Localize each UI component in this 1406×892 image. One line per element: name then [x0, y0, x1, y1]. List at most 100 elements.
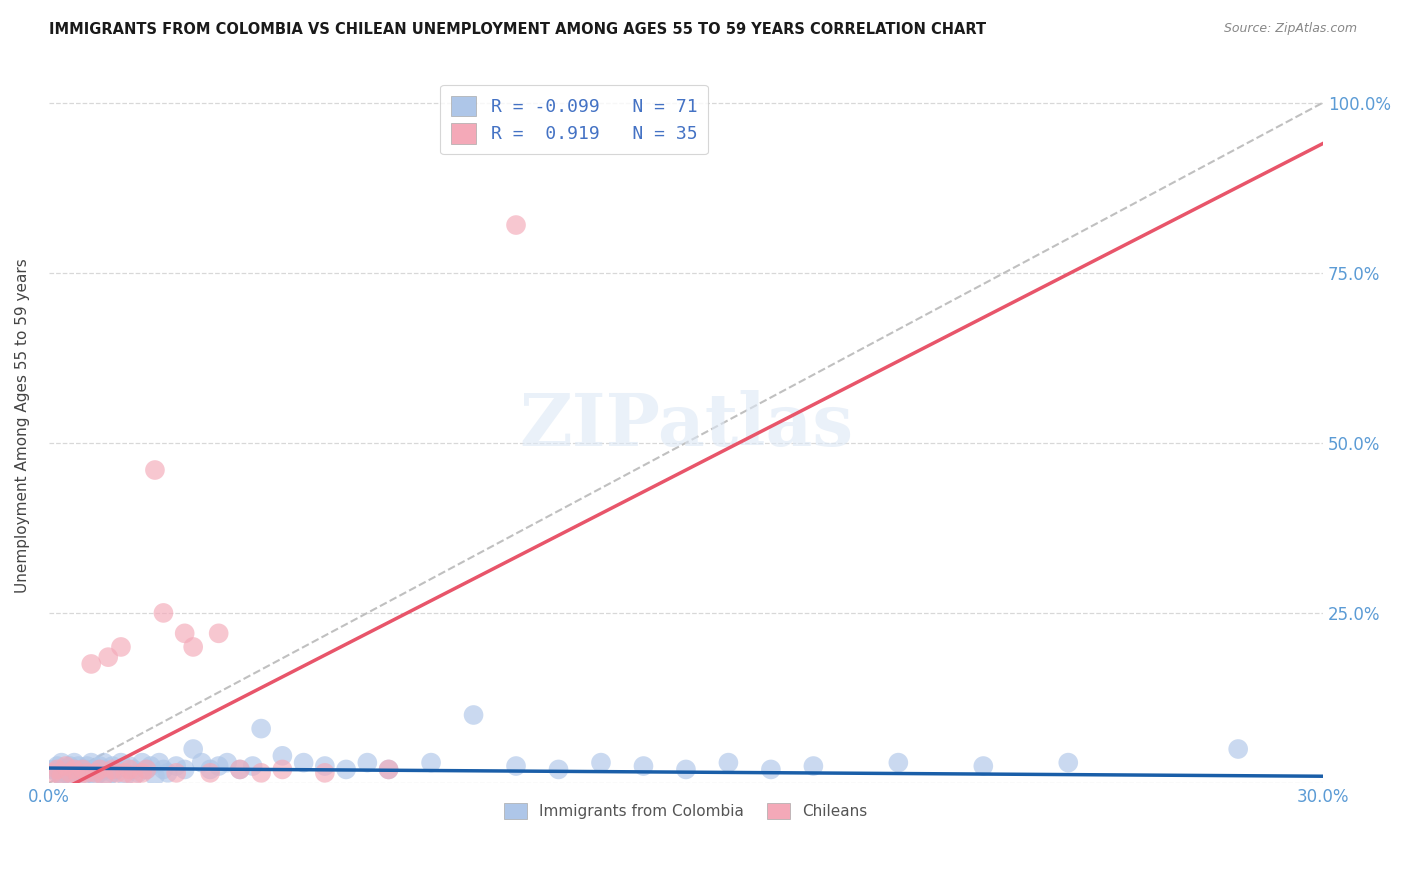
Point	[198, 765, 221, 780]
Point	[101, 763, 124, 777]
Point	[131, 765, 153, 780]
Point	[198, 763, 221, 777]
Point	[181, 640, 204, 654]
Point	[97, 769, 120, 783]
Point	[51, 769, 73, 783]
Point	[46, 765, 69, 780]
Point	[463, 708, 485, 723]
Point	[101, 759, 124, 773]
Point	[139, 759, 162, 773]
Point	[42, 763, 65, 777]
Point	[118, 763, 141, 777]
Point	[589, 756, 612, 770]
Point	[127, 765, 149, 780]
Point	[314, 759, 336, 773]
Point	[59, 765, 82, 780]
Point	[143, 769, 166, 783]
Point	[63, 763, 86, 777]
Point	[122, 769, 145, 783]
Point	[250, 722, 273, 736]
Point	[505, 759, 527, 773]
Point	[1227, 742, 1250, 756]
Point	[156, 765, 179, 780]
Point	[547, 763, 569, 777]
Point	[55, 763, 77, 777]
Point	[46, 763, 69, 777]
Legend: Immigrants from Colombia, Chileans: Immigrants from Colombia, Chileans	[498, 797, 873, 825]
Point	[84, 765, 107, 780]
Point	[208, 759, 231, 773]
Point	[242, 759, 264, 773]
Point	[505, 218, 527, 232]
Point	[93, 769, 115, 783]
Point	[76, 765, 98, 780]
Point	[377, 763, 399, 777]
Point	[97, 650, 120, 665]
Point	[292, 756, 315, 770]
Point	[314, 765, 336, 780]
Point	[55, 765, 77, 780]
Point	[190, 756, 212, 770]
Point	[335, 763, 357, 777]
Point	[72, 763, 94, 777]
Point	[122, 763, 145, 777]
Text: Source: ZipAtlas.com: Source: ZipAtlas.com	[1223, 22, 1357, 36]
Point	[46, 759, 69, 773]
Point	[118, 759, 141, 773]
Point	[135, 763, 157, 777]
Point	[887, 756, 910, 770]
Point	[51, 756, 73, 770]
Point	[59, 759, 82, 773]
Text: IMMIGRANTS FROM COLOMBIA VS CHILEAN UNEMPLOYMENT AMONG AGES 55 TO 59 YEARS CORRE: IMMIGRANTS FROM COLOMBIA VS CHILEAN UNEM…	[49, 22, 987, 37]
Point	[131, 756, 153, 770]
Point	[229, 763, 252, 777]
Point	[143, 463, 166, 477]
Point	[101, 765, 124, 780]
Point	[1057, 756, 1080, 770]
Point	[84, 763, 107, 777]
Point	[93, 763, 115, 777]
Point	[67, 765, 90, 780]
Point	[972, 759, 994, 773]
Point	[80, 756, 103, 770]
Point	[271, 763, 294, 777]
Point	[63, 763, 86, 777]
Point	[165, 759, 187, 773]
Point	[633, 759, 655, 773]
Point	[72, 763, 94, 777]
Point	[152, 763, 174, 777]
Point	[114, 769, 136, 783]
Point	[89, 763, 111, 777]
Point	[208, 626, 231, 640]
Point	[420, 756, 443, 770]
Point	[72, 769, 94, 783]
Point	[759, 763, 782, 777]
Point	[152, 606, 174, 620]
Point	[80, 765, 103, 780]
Point	[114, 765, 136, 780]
Point	[42, 765, 65, 780]
Point	[250, 765, 273, 780]
Point	[271, 748, 294, 763]
Point	[173, 763, 195, 777]
Point	[217, 756, 239, 770]
Point	[51, 769, 73, 783]
Point	[59, 769, 82, 783]
Point	[93, 756, 115, 770]
Point	[84, 769, 107, 783]
Point	[165, 765, 187, 780]
Point	[717, 756, 740, 770]
Point	[356, 756, 378, 770]
Point	[55, 759, 77, 773]
Point	[89, 765, 111, 780]
Point	[76, 763, 98, 777]
Point	[377, 763, 399, 777]
Point	[675, 763, 697, 777]
Point	[76, 759, 98, 773]
Point	[80, 657, 103, 671]
Point	[181, 742, 204, 756]
Point	[105, 765, 128, 780]
Point	[67, 759, 90, 773]
Point	[89, 759, 111, 773]
Point	[110, 640, 132, 654]
